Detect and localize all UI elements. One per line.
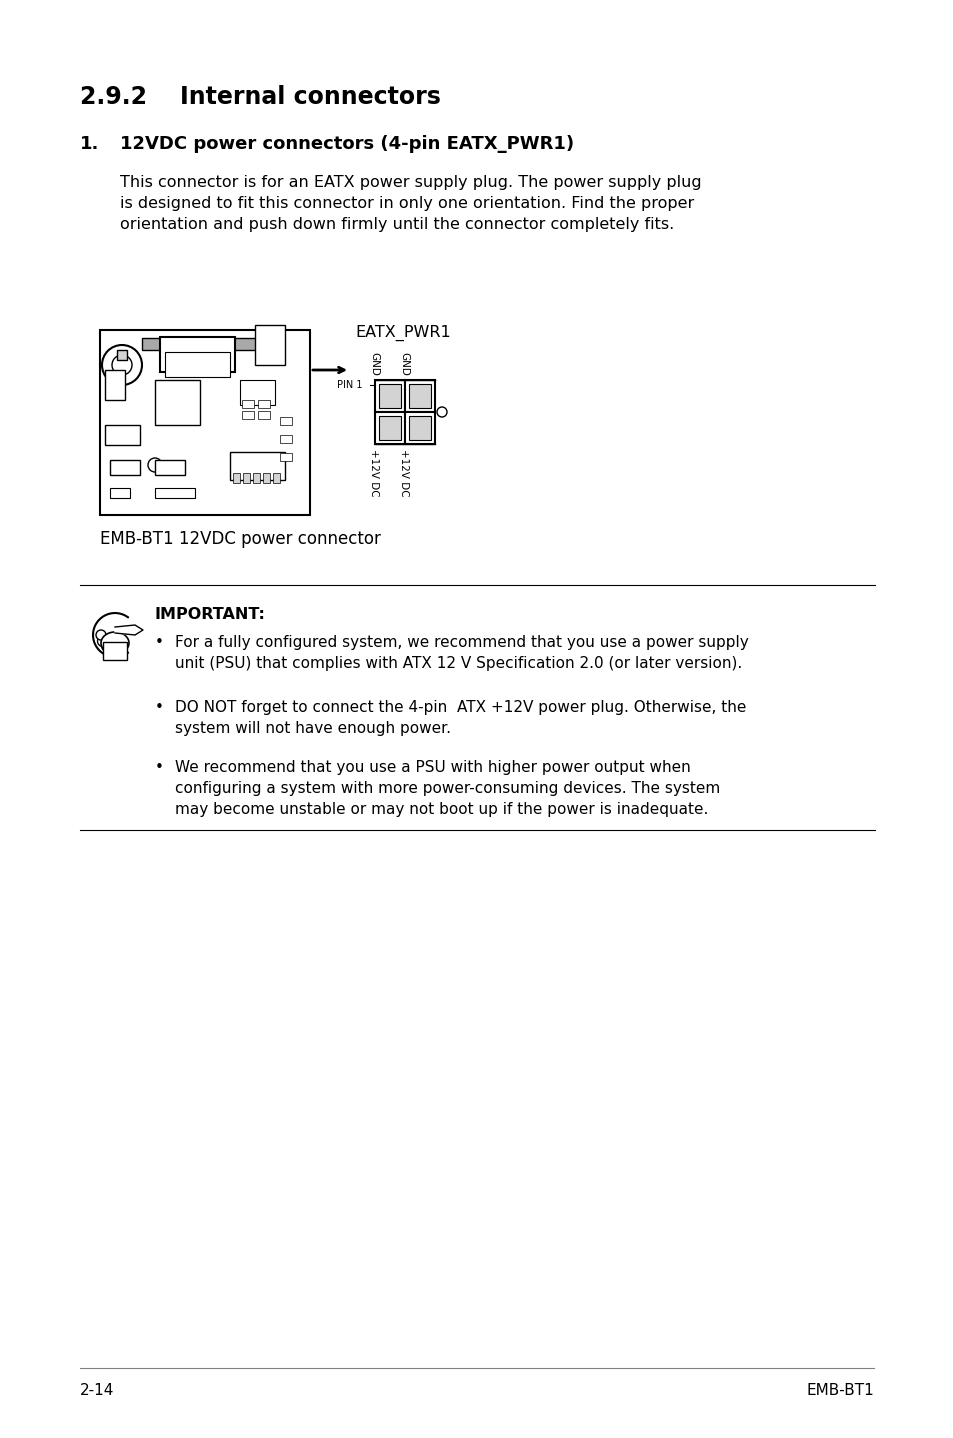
Bar xyxy=(280,436,292,443)
Text: EATX_PWR1: EATX_PWR1 xyxy=(355,325,450,341)
Text: •: • xyxy=(154,636,164,650)
Bar xyxy=(263,473,270,483)
Bar xyxy=(103,641,127,660)
Text: This connector is for an EATX power supply plug. The power supply plug
is design: This connector is for an EATX power supp… xyxy=(120,175,700,232)
Bar xyxy=(110,487,130,498)
Text: 2-14: 2-14 xyxy=(80,1383,114,1398)
Bar xyxy=(240,380,274,406)
Bar xyxy=(257,411,270,418)
Bar xyxy=(254,325,285,365)
Bar xyxy=(268,390,273,395)
Bar xyxy=(375,380,405,413)
Bar xyxy=(409,384,431,408)
Bar xyxy=(378,384,400,408)
Bar xyxy=(243,473,250,483)
Circle shape xyxy=(112,355,132,375)
Bar xyxy=(233,473,240,483)
Circle shape xyxy=(102,641,112,651)
Text: GND: GND xyxy=(398,352,409,375)
Bar xyxy=(230,452,285,480)
Text: •: • xyxy=(154,700,164,715)
Bar xyxy=(242,400,253,408)
Bar xyxy=(100,329,310,515)
Circle shape xyxy=(436,407,447,417)
Bar xyxy=(110,460,140,475)
Text: +12V DC: +12V DC xyxy=(398,449,409,496)
Bar xyxy=(405,413,435,444)
Bar xyxy=(253,473,260,483)
Bar xyxy=(280,417,292,426)
Polygon shape xyxy=(115,626,143,636)
Text: GND: GND xyxy=(369,352,378,375)
Bar xyxy=(273,473,280,483)
Bar xyxy=(252,390,256,395)
Circle shape xyxy=(97,637,108,646)
Text: 2.9.2    Internal connectors: 2.9.2 Internal connectors xyxy=(80,85,440,109)
Text: 12VDC power connectors (4-pin EATX_PWR1): 12VDC power connectors (4-pin EATX_PWR1) xyxy=(120,135,574,152)
Circle shape xyxy=(261,344,269,352)
Text: EMB-BT1: EMB-BT1 xyxy=(805,1383,873,1398)
Circle shape xyxy=(108,644,117,654)
Bar xyxy=(242,411,253,418)
Text: 1.: 1. xyxy=(80,135,99,152)
Circle shape xyxy=(96,630,106,640)
Circle shape xyxy=(148,457,162,472)
Text: +12V DC: +12V DC xyxy=(369,449,378,496)
Text: For a fully configured system, we recommend that you use a power supply
unit (PS: For a fully configured system, we recomm… xyxy=(174,636,748,672)
Bar xyxy=(105,370,125,400)
Text: DO NOT forget to connect the 4-pin  ATX +12V power plug. Otherwise, the
system w: DO NOT forget to connect the 4-pin ATX +… xyxy=(174,700,745,736)
Bar xyxy=(378,416,400,440)
Bar xyxy=(142,338,256,349)
Text: IMPORTANT:: IMPORTANT: xyxy=(154,607,266,623)
Text: EMB-BT1 12VDC power connector: EMB-BT1 12VDC power connector xyxy=(100,531,380,548)
Text: We recommend that you use a PSU with higher power output when
configuring a syst: We recommend that you use a PSU with hig… xyxy=(174,761,720,817)
Bar xyxy=(154,487,194,498)
Bar xyxy=(260,390,265,395)
Circle shape xyxy=(102,345,142,385)
Bar xyxy=(405,380,435,413)
Bar xyxy=(257,400,270,408)
Bar xyxy=(105,426,140,444)
Bar xyxy=(160,336,234,372)
Bar xyxy=(165,352,230,377)
Bar xyxy=(375,413,405,444)
Bar xyxy=(154,380,200,426)
Text: •: • xyxy=(154,761,164,775)
Text: PIN 1: PIN 1 xyxy=(336,380,362,390)
Bar xyxy=(154,460,185,475)
Ellipse shape xyxy=(101,631,129,654)
Bar xyxy=(409,416,431,440)
Bar xyxy=(117,349,127,360)
Bar xyxy=(280,453,292,462)
